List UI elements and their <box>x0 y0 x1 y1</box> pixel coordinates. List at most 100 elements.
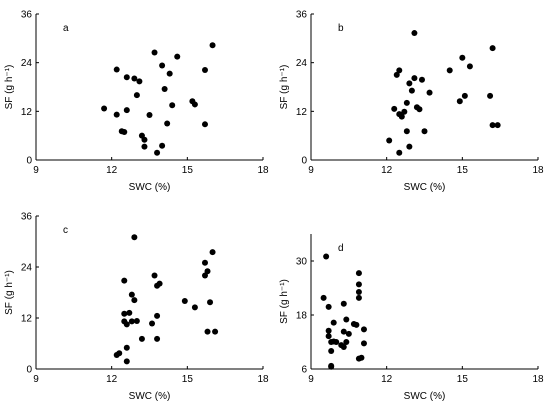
data-point <box>459 54 466 61</box>
x-tick-label: 9 <box>308 165 314 176</box>
data-point <box>360 326 367 333</box>
data-point <box>146 111 153 118</box>
data-point <box>343 339 350 345</box>
x-axis-title: SWC (%) <box>129 182 171 193</box>
y-tick-label: 6 <box>301 365 307 376</box>
y-tick-label: 24 <box>296 58 308 69</box>
x-tick-label: 18 <box>257 165 269 176</box>
data-point <box>123 107 130 114</box>
data-point <box>164 120 171 127</box>
chart-panel-d: 9 12 15 18 6 18 30 SWC (%) SF (g h⁻¹) d <box>279 234 544 402</box>
panel-letter: b <box>338 23 344 34</box>
data-point <box>446 67 453 74</box>
x-tick-label: 15 <box>457 165 469 176</box>
data-point <box>121 277 128 284</box>
data-point <box>151 49 158 56</box>
chart-panel-b: 9 12 15 18 0 12 24 36 SWC (%) SF (g h⁻¹) b <box>279 10 544 194</box>
data-point <box>411 30 418 37</box>
data-point <box>401 108 408 115</box>
data-point <box>128 318 135 325</box>
chart-panel-a: 9 12 15 18 0 12 24 36 SWC (%) SF (g h⁻¹) a <box>4 10 269 194</box>
data-point <box>494 122 501 129</box>
data-point <box>456 98 463 105</box>
x-tick-label: 15 <box>457 374 469 385</box>
data-point <box>191 304 198 311</box>
data-point <box>411 75 418 82</box>
x-tick-label: 12 <box>381 165 393 176</box>
data-point <box>340 343 347 350</box>
data-point <box>209 249 216 256</box>
data-point <box>128 291 135 298</box>
panel-letter: d <box>338 243 344 254</box>
data-point <box>325 333 332 340</box>
data-point <box>340 328 347 335</box>
data-point <box>131 75 138 82</box>
data-point <box>166 70 173 77</box>
x-tick-label: 15 <box>182 374 194 385</box>
data-point <box>333 339 340 345</box>
data-point <box>131 234 138 241</box>
x-tick-label: 12 <box>381 374 393 385</box>
y-tick-label: 0 <box>26 365 32 376</box>
data-point <box>136 78 143 85</box>
y-axis-title: SF (g h⁻¹) <box>4 65 15 110</box>
y-tick-label: 36 <box>21 10 33 21</box>
y-tick-label: 36 <box>296 10 308 21</box>
data-point <box>141 143 148 150</box>
data-point <box>159 142 166 149</box>
data-point <box>123 74 130 81</box>
chart-panel-c: 9 12 15 18 0 12 24 36 SWC (%) SF (g h⁻¹) c <box>4 212 269 403</box>
data-point <box>393 71 400 78</box>
data-point <box>408 87 415 94</box>
x-tick-label: 12 <box>106 165 118 176</box>
data-point <box>489 122 496 129</box>
data-point <box>201 259 208 266</box>
data-point <box>345 330 352 337</box>
y-tick-label: 30 <box>296 257 308 268</box>
data-point <box>355 355 362 362</box>
x-tick-label: 9 <box>33 374 39 385</box>
y-tick-label: 12 <box>296 107 308 118</box>
panel-letter: a <box>63 23 69 34</box>
data-point <box>156 280 163 287</box>
data-point <box>328 363 335 370</box>
panel-letter: c <box>63 225 68 236</box>
data-point <box>325 327 332 334</box>
x-tick-label: 9 <box>308 374 314 385</box>
data-point <box>403 99 410 106</box>
data-point <box>391 105 398 112</box>
data-point <box>386 137 393 144</box>
data-point <box>403 128 410 135</box>
data-point <box>126 309 133 316</box>
data-point <box>406 143 413 150</box>
data-point <box>487 92 494 99</box>
y-axis-title: SF (g h⁻¹) <box>279 65 290 110</box>
data-point <box>154 335 161 342</box>
y-axis-title: SF (g h⁻¹) <box>4 270 15 315</box>
data-point <box>101 105 108 112</box>
data-point <box>141 136 148 143</box>
data-point <box>151 272 158 279</box>
data-point <box>489 45 496 52</box>
data-point <box>330 319 337 326</box>
data-point <box>416 106 423 113</box>
y-tick-label: 12 <box>21 314 33 325</box>
data-point <box>396 67 403 74</box>
data-point <box>149 320 156 327</box>
data-point <box>418 76 425 83</box>
data-point <box>201 66 208 73</box>
data-point <box>121 129 128 136</box>
data-point <box>325 303 332 310</box>
data-point <box>133 317 140 324</box>
data-point <box>169 102 176 109</box>
data-point <box>174 53 181 60</box>
y-tick-label: 24 <box>21 58 33 69</box>
x-tick-label: 15 <box>182 165 194 176</box>
data-point <box>207 299 214 306</box>
data-point <box>461 92 468 99</box>
data-point <box>161 86 168 93</box>
y-tick-label: 24 <box>21 263 33 274</box>
data-point <box>355 270 362 277</box>
data-point <box>138 335 145 342</box>
data-point <box>212 328 219 335</box>
